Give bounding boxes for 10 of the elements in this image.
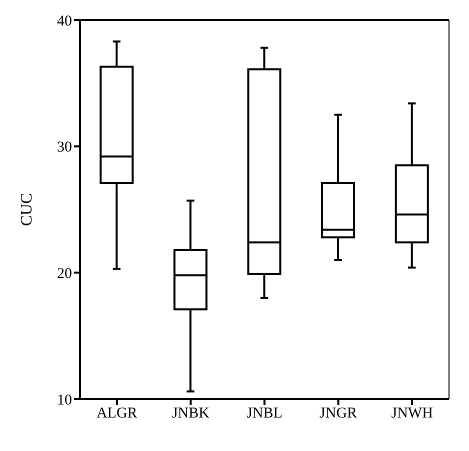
y-tick-label: 40: [57, 13, 72, 30]
x-tick-label: JNGR: [320, 406, 358, 422]
y-tick-label: 20: [57, 266, 72, 282]
y-axis-title: CUC: [18, 193, 36, 226]
x-tick-label: ALGR: [96, 406, 138, 422]
y-tick-label: 30: [57, 140, 72, 156]
x-tick-label: JNBK: [172, 406, 210, 422]
x-tick-label: JNWH: [391, 406, 434, 422]
x-tick-label: JNBL: [246, 406, 282, 422]
y-tick-label: 10: [57, 392, 72, 408]
